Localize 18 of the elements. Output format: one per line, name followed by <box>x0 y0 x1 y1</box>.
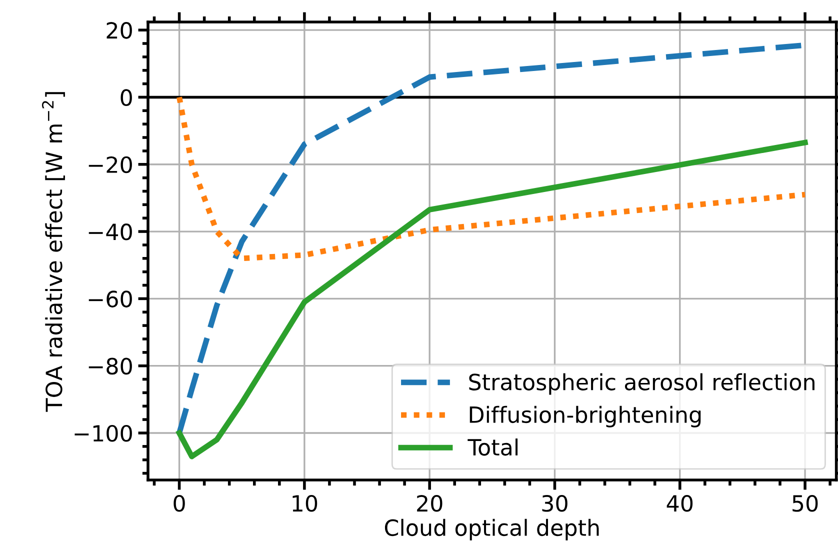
y-tick-label: −20 <box>88 156 132 174</box>
legend-label: Total <box>468 438 518 456</box>
y-tick-label: −40 <box>88 223 132 240</box>
y-tick-label: −100 <box>74 424 132 442</box>
legend-label: Stratospheric aerosol reflection <box>469 373 814 395</box>
legend-label: Diffusion-brightening <box>470 406 701 428</box>
y-tick-label: −60 <box>88 290 132 308</box>
x-tick-label: 20 <box>417 494 442 512</box>
x-tick-label: 40 <box>666 494 693 512</box>
x-tick-label: 10 <box>292 494 318 512</box>
x-tick-label: 50 <box>792 494 818 512</box>
x-tick-label: 0 <box>174 494 185 512</box>
y-axis-title: TOA radiative effect [W m$^{−2}$] <box>42 92 65 412</box>
y-tick-label: −80 <box>88 358 132 375</box>
x-tick-label: 30 <box>542 494 568 512</box>
y-tick-label: 0 <box>120 89 132 106</box>
y-tick-label: 20 <box>106 22 132 39</box>
x-axis-title: Cloud optical depth <box>384 518 599 540</box>
